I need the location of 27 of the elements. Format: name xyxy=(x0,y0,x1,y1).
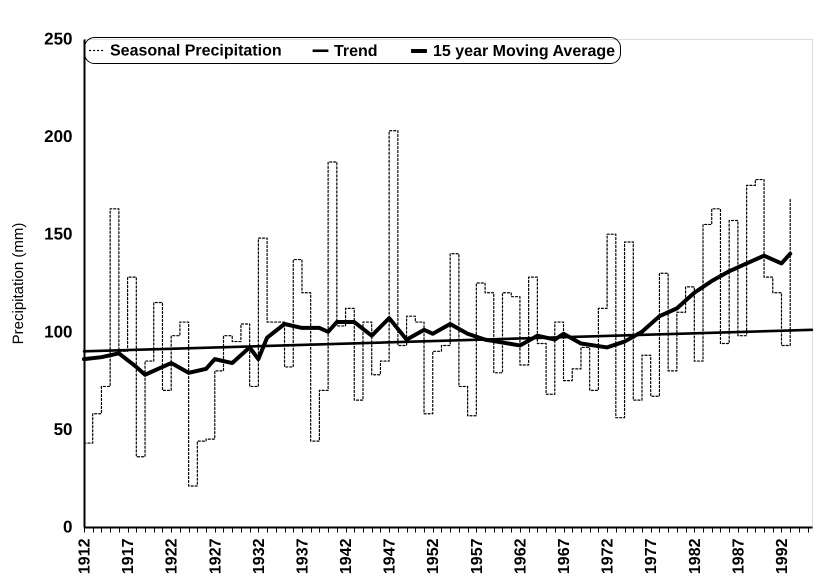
x-tick-label: 1912 xyxy=(76,538,94,574)
y-tick-label: 100 xyxy=(44,322,72,342)
x-tick-label: 1992 xyxy=(774,538,791,574)
y-tick-label: 250 xyxy=(44,30,72,48)
x-tick-label: 1972 xyxy=(600,538,617,574)
x-tick-label: 1967 xyxy=(556,538,574,574)
legend-label: 15 year Moving Average xyxy=(433,43,616,60)
x-tick-label: 1957 xyxy=(468,538,486,574)
x-tick-label: 1987 xyxy=(730,538,748,574)
legend-label: Seasonal Precipitation xyxy=(110,42,282,60)
x-tick-label: 1917 xyxy=(120,538,138,574)
x-tick-label: 1942 xyxy=(338,538,356,574)
x-tick-label: 1952 xyxy=(425,538,442,574)
x-tick-label: 1982 xyxy=(686,538,704,574)
y-tick-label: 200 xyxy=(44,127,72,146)
x-tick-label: 1962 xyxy=(512,538,530,574)
x-tick-label: 1937 xyxy=(294,538,312,574)
legend-label: Trend xyxy=(334,42,378,60)
x-tick-label: 1977 xyxy=(643,538,660,574)
y-tick-label: 50 xyxy=(54,420,72,439)
x-tick-label: 1947 xyxy=(382,538,399,574)
y-tick-label: 0 xyxy=(63,518,72,536)
y-axis-title: Precipitation (mm) xyxy=(10,222,28,344)
x-tick-label: 1922 xyxy=(164,538,181,574)
x-tick-label: 1927 xyxy=(207,538,224,574)
y-tick-label: 150 xyxy=(44,224,72,244)
x-tick-label: 1932 xyxy=(250,538,268,574)
